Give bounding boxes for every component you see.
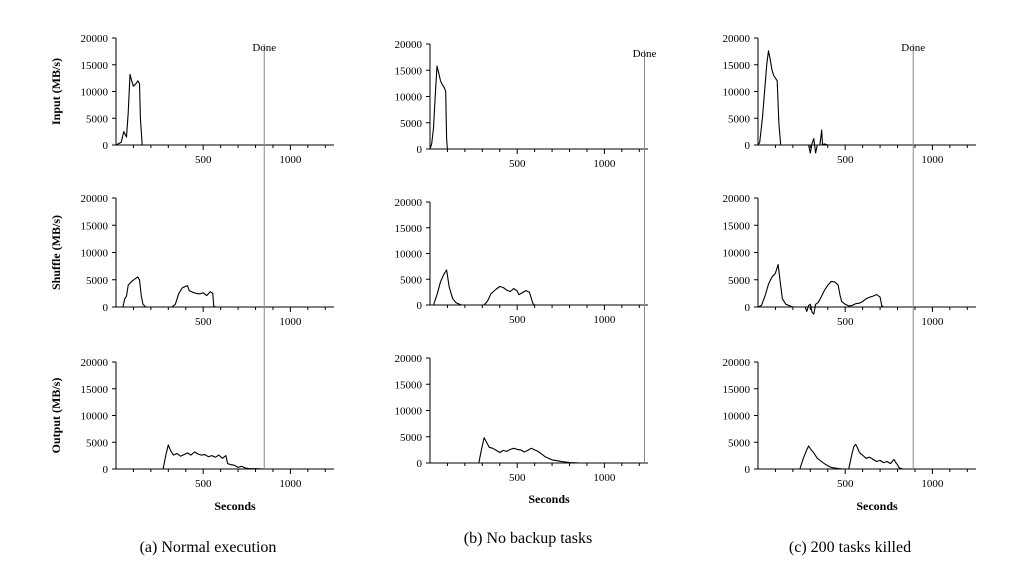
y-tick-label: 15000 xyxy=(81,384,109,396)
y-tick-label: 10000 xyxy=(395,249,423,261)
series-line xyxy=(758,443,976,470)
x-tick-label: 500 xyxy=(195,316,212,328)
x-tick-label: 1000 xyxy=(921,478,944,490)
y-tick-label: 20000 xyxy=(395,353,423,365)
y-tick-label: 0 xyxy=(103,302,109,314)
x-tick-label: 500 xyxy=(837,154,854,166)
y-tick-label: 0 xyxy=(417,300,423,312)
y-tick-label: 20000 xyxy=(81,193,109,205)
x-axis-title: Seconds xyxy=(856,499,898,513)
x-tick-label: 1000 xyxy=(921,316,944,328)
done-label: Done xyxy=(901,42,925,54)
y-tick-label: 10000 xyxy=(723,248,751,260)
y-tick-label: 20000 xyxy=(723,193,751,205)
y-tick-label: 0 xyxy=(745,464,751,476)
panel-caption: (c) 200 tasks killed xyxy=(789,539,911,556)
x-tick-label: 1000 xyxy=(279,478,302,490)
y-tick-label: 20000 xyxy=(395,39,423,51)
panel-caption: (b) No backup tasks xyxy=(464,530,592,547)
row-title: Shuffle (MB/s) xyxy=(49,215,63,290)
y-tick-label: 15000 xyxy=(395,223,423,235)
y-tick-label: 15000 xyxy=(723,60,751,72)
y-tick-label: 10000 xyxy=(395,92,423,104)
y-tick-label: 0 xyxy=(417,458,423,470)
x-tick-label: 500 xyxy=(195,154,212,166)
y-tick-label: 10000 xyxy=(81,87,109,99)
y-tick-label: 5000 xyxy=(400,432,423,444)
series-line xyxy=(116,276,334,308)
y-tick-label: 0 xyxy=(103,140,109,152)
y-tick-label: 15000 xyxy=(723,220,751,232)
y-tick-label: 5000 xyxy=(728,113,751,125)
x-tick-label: 500 xyxy=(837,478,854,490)
x-tick-label: 1000 xyxy=(921,154,944,166)
panel-caption: (a) Normal execution xyxy=(140,539,277,556)
y-tick-label: 15000 xyxy=(395,379,423,391)
row-title: Input (MB/s) xyxy=(49,58,63,125)
done-label: Done xyxy=(252,42,276,54)
y-tick-label: 5000 xyxy=(86,275,109,287)
x-tick-label: 500 xyxy=(509,314,526,326)
y-tick-label: 0 xyxy=(745,140,751,152)
x-tick-label: 1000 xyxy=(593,158,616,170)
x-tick-label: 1000 xyxy=(279,316,302,328)
row-title: Output (MB/s) xyxy=(49,378,63,454)
series-line xyxy=(115,73,334,146)
y-tick-label: 10000 xyxy=(395,406,423,418)
x-tick-label: 1000 xyxy=(593,472,616,484)
x-tick-label: 500 xyxy=(837,316,854,328)
x-tick-label: 1000 xyxy=(279,154,302,166)
y-tick-label: 10000 xyxy=(81,248,109,260)
done-label: Done xyxy=(633,48,657,60)
y-tick-label: 20000 xyxy=(81,33,109,45)
y-tick-label: 5000 xyxy=(400,274,423,286)
y-tick-label: 0 xyxy=(417,144,423,156)
y-tick-label: 5000 xyxy=(86,437,109,449)
x-axis-title: Seconds xyxy=(528,492,570,506)
y-tick-label: 5000 xyxy=(86,113,109,125)
series-line xyxy=(429,65,648,150)
series-line xyxy=(430,437,648,464)
x-tick-label: 500 xyxy=(509,158,526,170)
y-tick-label: 5000 xyxy=(728,275,751,287)
y-tick-label: 0 xyxy=(745,302,751,314)
y-tick-label: 10000 xyxy=(723,411,751,423)
series-line xyxy=(757,263,976,315)
y-tick-label: 0 xyxy=(103,464,109,476)
x-tick-label: 500 xyxy=(195,478,212,490)
y-tick-label: 20000 xyxy=(723,33,751,45)
y-tick-label: 20000 xyxy=(395,197,423,209)
x-tick-label: 500 xyxy=(509,472,526,484)
y-tick-label: 15000 xyxy=(723,384,751,396)
y-tick-label: 15000 xyxy=(395,65,423,77)
x-tick-label: 1000 xyxy=(593,314,616,326)
series-line xyxy=(116,444,334,470)
x-axis-title: Seconds xyxy=(214,499,256,513)
y-tick-label: 15000 xyxy=(81,60,109,72)
y-tick-label: 20000 xyxy=(723,357,751,369)
y-tick-label: 5000 xyxy=(728,437,751,449)
y-tick-label: 5000 xyxy=(400,118,423,130)
y-tick-label: 10000 xyxy=(81,411,109,423)
series-line xyxy=(757,50,976,154)
y-tick-label: 10000 xyxy=(723,87,751,99)
y-tick-label: 20000 xyxy=(81,357,109,369)
series-line xyxy=(430,269,648,306)
y-tick-label: 15000 xyxy=(81,220,109,232)
